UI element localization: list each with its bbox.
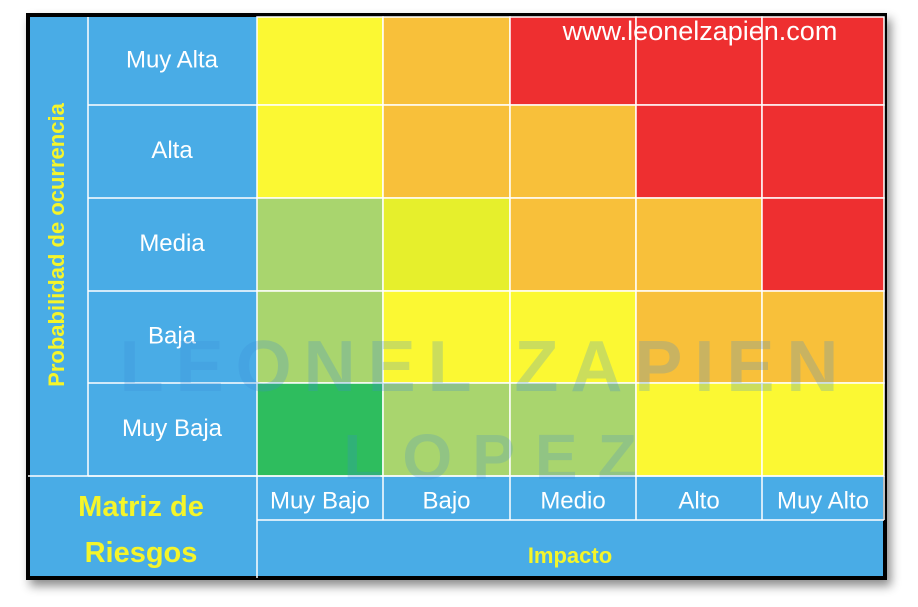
cell: [256, 104, 384, 199]
cell: [635, 104, 763, 199]
cell: [635, 197, 763, 292]
cell: [382, 290, 511, 384]
cell: [382, 16, 511, 106]
column-label: Muy Alto: [777, 487, 869, 514]
column-label: Bajo: [422, 487, 470, 514]
cell: [635, 16, 763, 106]
watermark: LOPEZ: [343, 421, 656, 493]
title: Matriz de Riesgos: [78, 491, 204, 569]
cell: [256, 382, 384, 477]
cell: [761, 382, 885, 477]
cell: [761, 16, 885, 106]
x-axis-label: Impacto: [528, 543, 612, 568]
row-label: Muy Alta: [126, 46, 219, 73]
cell: [509, 104, 637, 199]
watermark: LEONEL ZAPIEN: [120, 327, 851, 407]
row-label: Muy Baja: [122, 415, 223, 442]
cell: [256, 197, 384, 292]
row-label: Alta: [151, 137, 193, 164]
cell: [509, 382, 637, 477]
cell: [761, 104, 885, 199]
cell: [256, 16, 384, 106]
row-label: Media: [139, 230, 205, 257]
cell: [635, 290, 763, 384]
cell: [382, 197, 511, 292]
website: www.leonelzapien.com: [562, 16, 838, 46]
cell: [761, 197, 885, 292]
row-label: Baja: [148, 322, 197, 349]
y-axis-label: Probabilidad de ocurrencia: [44, 102, 69, 386]
cell: [509, 197, 637, 292]
column-label: Alto: [678, 487, 719, 514]
cell: [382, 104, 511, 199]
cell: [509, 16, 637, 106]
column-label: Muy Bajo: [270, 487, 370, 514]
title-line: Riesgos: [85, 537, 198, 569]
title-line: Matriz de: [78, 491, 204, 523]
column-label: Medio: [540, 487, 605, 514]
